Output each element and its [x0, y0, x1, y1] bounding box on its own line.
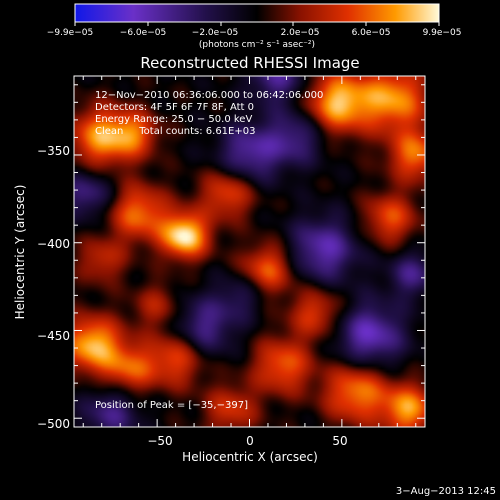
colorbar-tick-label-1: −9.9e−05 [47, 28, 93, 38]
footer-date: 3−Aug−2013 12:45 [396, 486, 496, 497]
annotation-peak: Position of Peak = [−35,−397] [95, 400, 248, 411]
y-tick-label: −450 [37, 329, 70, 343]
y-axis-label: Heliocentric Y (arcsec) [13, 185, 27, 320]
y-tick-label: −500 [37, 417, 70, 431]
colorbar-tick-label-6: 9.9e−05 [423, 28, 462, 38]
x-tick-label: 50 [332, 434, 347, 448]
colorbar-tick-label-2: −6.0e−05 [120, 28, 166, 38]
colorbar-tick-labels: −9.9e−05 −6.0e−05 −2.0e−05 2.0e−05 6.0e−… [47, 28, 462, 38]
y-tick-labels: −350 −400 −450 −500 [37, 144, 70, 431]
colorbar [74, 3, 440, 23]
colorbar-tick-label-5: 6.0e−05 [352, 28, 391, 38]
x-tick-labels: −50 0 50 [147, 434, 347, 448]
colorbar-unit-label: (photons cm⁻² s⁻¹ asec⁻²) [199, 40, 315, 50]
colorbar-ticks [74, 22, 440, 26]
axis-ticks [74, 76, 425, 427]
colorbar-tick-label-4: 2.0e−05 [281, 28, 320, 38]
colorbar-tick-label-3: −2.0e−05 [192, 28, 238, 38]
x-tick-label: 0 [246, 434, 254, 448]
annotations: 12−Nov−2010 06:36:06.000 to 06:42:06.000… [95, 90, 323, 411]
annotation-detectors: Detectors: 4F 5F 6F 7F 8F, Att 0 [95, 102, 254, 113]
chart-title: Reconstructed RHESSI Image [140, 54, 359, 72]
x-tick-label: −50 [147, 434, 172, 448]
annotation-energy-range: Energy Range: 25.0 − 50.0 keV [95, 114, 252, 125]
annotation-time-range: 12−Nov−2010 06:36:06.000 to 06:42:06.000 [95, 90, 323, 101]
y-tick-label: −400 [37, 237, 70, 251]
annotation-clean: Clean Total counts: 6.61E+03 [95, 126, 255, 137]
heatmap-image [74, 76, 425, 427]
y-tick-label: −350 [37, 144, 70, 158]
x-axis-label: Heliocentric X (arcsec) [182, 450, 318, 464]
